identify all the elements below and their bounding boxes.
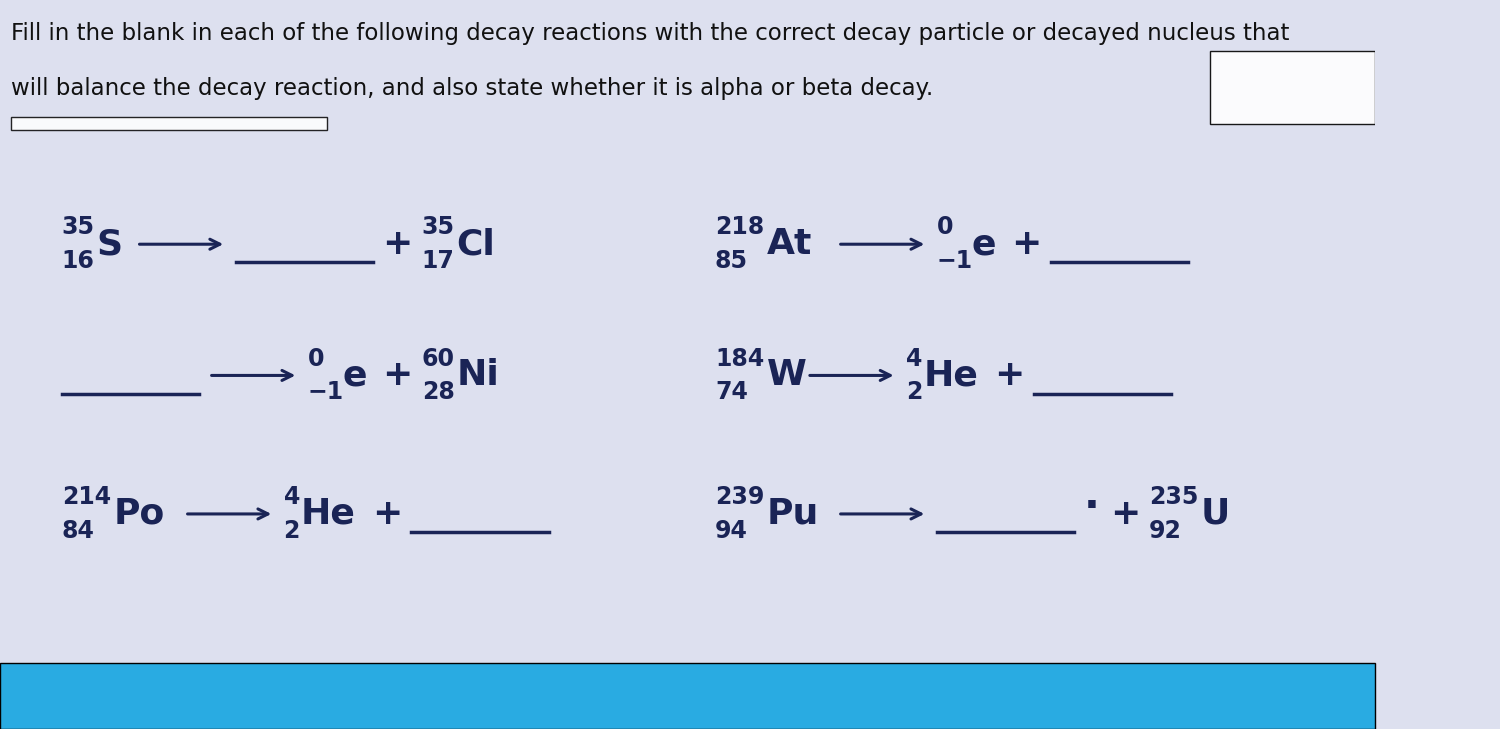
- Text: He: He: [922, 359, 978, 392]
- Text: 94: 94: [716, 519, 748, 543]
- Text: 17: 17: [422, 249, 454, 273]
- Text: 4: 4: [906, 346, 922, 370]
- Text: Fill in the blank in each of the following decay reactions with the correct deca: Fill in the blank in each of the followi…: [10, 22, 1290, 45]
- Text: 4: 4: [284, 485, 300, 509]
- Text: 235: 235: [1149, 485, 1198, 509]
- Text: 28: 28: [422, 381, 454, 405]
- Text: e: e: [342, 359, 368, 392]
- Text: At: At: [766, 227, 812, 261]
- Text: ·: ·: [1083, 486, 1100, 528]
- Text: +: +: [382, 359, 412, 392]
- Text: He: He: [302, 497, 355, 531]
- Text: 85: 85: [716, 249, 748, 273]
- FancyBboxPatch shape: [1210, 51, 1376, 124]
- Text: 35: 35: [62, 215, 94, 239]
- Text: 2: 2: [906, 381, 922, 405]
- Text: +: +: [382, 227, 412, 261]
- Text: 0: 0: [936, 215, 952, 239]
- Text: S: S: [96, 227, 123, 261]
- Text: 214: 214: [62, 485, 111, 509]
- Text: +: +: [1110, 497, 1140, 531]
- Text: 74: 74: [716, 381, 748, 405]
- Text: 218: 218: [716, 215, 764, 239]
- Text: 60: 60: [422, 346, 454, 370]
- Text: Ni: Ni: [456, 359, 500, 392]
- Text: Po: Po: [114, 497, 165, 531]
- Text: Cl: Cl: [456, 227, 495, 261]
- Text: e: e: [972, 227, 996, 261]
- Text: 184: 184: [716, 346, 764, 370]
- Text: 35: 35: [422, 215, 454, 239]
- Text: U: U: [1202, 497, 1230, 531]
- FancyBboxPatch shape: [10, 117, 327, 130]
- Text: +: +: [1011, 227, 1042, 261]
- Text: 16: 16: [62, 249, 94, 273]
- Text: 239: 239: [716, 485, 765, 509]
- Text: +: +: [994, 359, 1024, 392]
- Text: 84: 84: [62, 519, 94, 543]
- Text: +: +: [372, 497, 402, 531]
- Text: 2: 2: [284, 519, 300, 543]
- FancyBboxPatch shape: [0, 663, 1376, 729]
- Text: 0: 0: [308, 346, 324, 370]
- Text: 92: 92: [1149, 519, 1182, 543]
- Text: Pu: Pu: [766, 497, 819, 531]
- Text: −1: −1: [308, 381, 344, 405]
- Text: −1: −1: [936, 249, 974, 273]
- Text: will balance the decay reaction, and also state whether it is alpha or beta deca: will balance the decay reaction, and als…: [10, 77, 933, 100]
- Text: W: W: [766, 359, 807, 392]
